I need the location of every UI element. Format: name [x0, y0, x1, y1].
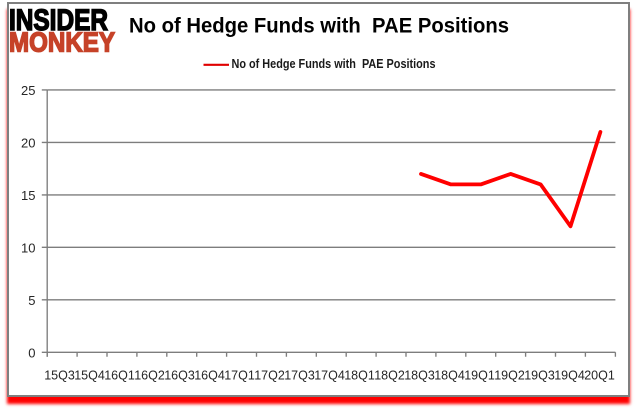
svg-text:18Q3: 18Q3: [404, 368, 435, 382]
svg-text:15: 15: [21, 188, 35, 203]
svg-text:5: 5: [28, 293, 35, 308]
svg-text:16Q2: 16Q2: [134, 368, 165, 382]
svg-text:19Q3: 19Q3: [524, 368, 555, 382]
svg-text:15Q3: 15Q3: [44, 368, 75, 382]
svg-text:15Q4: 15Q4: [74, 368, 105, 382]
svg-text:16Q4: 16Q4: [194, 368, 225, 382]
svg-text:16Q1: 16Q1: [104, 368, 135, 382]
svg-text:0: 0: [28, 345, 35, 360]
svg-text:INSIDER: INSIDER: [9, 4, 108, 37]
svg-text:No of Hedge Funds with PAE Po: No of Hedge Funds with PAE Positions: [129, 14, 509, 37]
svg-text:17Q3: 17Q3: [284, 368, 315, 382]
svg-text:20: 20: [21, 135, 35, 150]
svg-text:20Q1: 20Q1: [584, 368, 615, 382]
svg-text:MONKEY: MONKEY: [9, 27, 115, 58]
svg-text:25: 25: [21, 83, 35, 98]
svg-text:18Q1: 18Q1: [344, 368, 375, 382]
svg-text:17Q2: 17Q2: [254, 368, 285, 382]
svg-text:10: 10: [21, 240, 35, 255]
svg-text:19Q2: 19Q2: [494, 368, 525, 382]
svg-text:18Q4: 18Q4: [434, 368, 465, 382]
svg-text:17Q1: 17Q1: [224, 368, 255, 382]
svg-text:16Q3: 16Q3: [164, 368, 195, 382]
svg-text:17Q4: 17Q4: [314, 368, 345, 382]
svg-text:No of Hedge Funds with PAE Po: No of Hedge Funds with PAE Positions: [232, 56, 436, 71]
svg-text:18Q2: 18Q2: [374, 368, 405, 382]
svg-text:19Q1: 19Q1: [464, 368, 495, 382]
svg-text:19Q4: 19Q4: [554, 368, 585, 382]
